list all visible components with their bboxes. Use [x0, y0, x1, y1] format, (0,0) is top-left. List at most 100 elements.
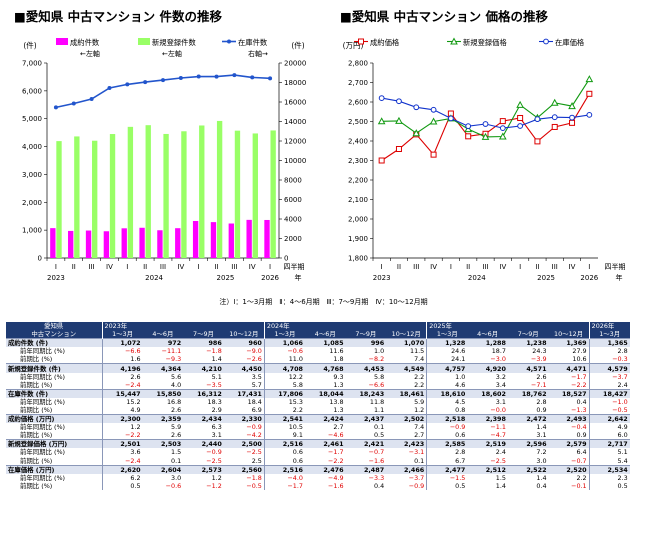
price-legend-marker: [450, 37, 458, 45]
table-cell: 0.8: [426, 405, 468, 415]
table-cell: −1.7: [571, 372, 587, 381]
table-row-label: 成約価格 (万円): [6, 414, 102, 424]
price-year-label: 2023: [373, 274, 391, 282]
table-cell: 5.1: [588, 448, 630, 457]
table-cell: 4,210: [183, 363, 224, 373]
table-row: 前年同期比 (%) 3.6 1.5 −0.9 −2.5 0.6 −1.7 −0.7 −3.1 2.…: [6, 448, 630, 457]
inventory-point: [89, 96, 94, 101]
legend-label: 新規登録件数: [152, 38, 196, 47]
table-cell: 2.7: [414, 431, 425, 440]
table-cell: 0.1: [171, 456, 182, 465]
quarter-label: II: [72, 263, 76, 271]
table-cell: 1.0: [373, 347, 385, 356]
price-quarter-label: III: [413, 263, 419, 271]
price-point: [412, 129, 421, 137]
table-cell: −0.9: [246, 423, 262, 432]
price-legend-label: 成約価格: [370, 38, 400, 47]
table-cell: −0.5: [246, 481, 262, 490]
table-cell: 2,477: [426, 464, 468, 474]
table-cell: 2,596: [507, 439, 549, 449]
table-cell: 1,072: [101, 338, 143, 348]
table-cell: 1,288: [467, 338, 508, 348]
table-cell: −0.9: [206, 448, 222, 457]
table-cell: 986: [183, 338, 224, 348]
inventory-point: [125, 82, 130, 87]
price-point: [498, 132, 507, 140]
right-tick-label: 8000: [284, 177, 302, 185]
table-cell: 1,085: [304, 338, 346, 348]
price-quarter-label: IV: [430, 263, 437, 271]
table-quarter-header: 7～9月: [345, 330, 387, 339]
price-year-label: 2025: [537, 274, 555, 282]
table-cell: 11.8: [369, 397, 385, 406]
table-cell: 1.2: [414, 405, 425, 414]
table-cell: 2.9: [211, 405, 222, 414]
table-cell: 2,440: [183, 439, 224, 449]
table-row: 前年同期比 (%) 6.2 3.0 1.2 −1.8 −4.0 −4.9 −3.3 −3.7 −1…: [6, 473, 630, 482]
table-cell: −2.5: [206, 456, 222, 465]
price-point: [585, 75, 594, 83]
price-year-label: 2024: [468, 274, 486, 282]
table-cell: 0.1: [373, 423, 385, 432]
price-point: [586, 90, 593, 97]
table-cell: −2.2: [571, 380, 587, 389]
table-quarter-header: 1～3月: [101, 330, 143, 339]
quarter-label: III: [89, 263, 95, 271]
table-cell: 1.0: [426, 372, 468, 381]
table-cell: 2,585: [426, 439, 468, 449]
contracts-bar: [50, 228, 56, 258]
legend-swatch: [138, 38, 150, 45]
right-tick-label: 12000: [284, 138, 306, 146]
price-quarter-label: IV: [569, 263, 576, 271]
contracts-bar: [175, 228, 181, 258]
price-point: [586, 111, 593, 118]
quarter-label: IV: [249, 263, 256, 271]
table-quarter-header: 4～6月: [142, 330, 184, 339]
table-cell: 18,610: [426, 388, 468, 398]
price-quarter-label: II: [397, 263, 401, 271]
table-cell: 3.6: [101, 448, 143, 457]
table-row: 前期比 (%) 1.6 −9.3 1.4 −2.6 11.0 1.8 −8.2 7.4 24.1 −…: [6, 355, 630, 364]
table-cell: 24.3: [532, 347, 547, 356]
quarter-label: IV: [177, 263, 184, 271]
new-listings-bar: [252, 133, 258, 258]
legend-swatch-marker: [227, 39, 231, 44]
table-cell: 2,330: [223, 414, 265, 424]
table-cell: 2,642: [588, 414, 630, 424]
table-cell: 1,365: [588, 338, 630, 348]
new-listings-bar: [216, 120, 223, 258]
left-tick-label: 2,000: [22, 199, 42, 207]
table-cell: −2.4: [101, 380, 143, 390]
table-cell: 2,620: [101, 464, 143, 474]
table-cell: 1.4: [536, 473, 547, 482]
table-cell: −6.6: [101, 347, 143, 356]
quarter-label: I: [269, 263, 271, 271]
table-cell: −0.7: [368, 448, 385, 457]
table-cell: 18.7: [491, 347, 506, 356]
table-row-label: 新規登録件数 (件): [6, 363, 102, 373]
legend-axis-note: ←左軸: [80, 49, 100, 58]
table-row-label: 前年同期比 (%): [20, 372, 66, 381]
table-cell: −2.2: [101, 431, 143, 440]
price-tick-label: 2,800: [348, 60, 368, 68]
inventory-point: [107, 86, 112, 91]
table-cell: 3.1: [495, 397, 506, 406]
price-quarter-label: III: [482, 263, 488, 271]
table-cell: 4,571: [507, 363, 549, 373]
table-cell: 1.1: [373, 405, 385, 414]
price-point: [517, 123, 524, 129]
year-label: 2026: [261, 274, 279, 282]
right-tick-label: 6000: [284, 196, 302, 204]
table-cell: −4.6: [328, 431, 344, 440]
table-cell: −1.3: [571, 405, 587, 414]
table-cell: −0.9: [408, 481, 425, 490]
table-cell: −9.3: [165, 355, 182, 364]
legend-label: 在庫件数: [238, 38, 268, 47]
table-cell: 4.9: [588, 423, 630, 432]
table-cell: 17,431: [223, 388, 265, 398]
table-cell: 2,534: [588, 464, 630, 474]
table-cell: 11.0: [263, 355, 305, 364]
right-tick-label: 2000: [284, 235, 302, 243]
table-cell: −0.5: [588, 405, 630, 415]
table-row: 前期比 (%) −2.2 2.6 3.1 −4.2 9.1 −4.6 0.5 2.7 0.6 −4.…: [6, 431, 630, 440]
